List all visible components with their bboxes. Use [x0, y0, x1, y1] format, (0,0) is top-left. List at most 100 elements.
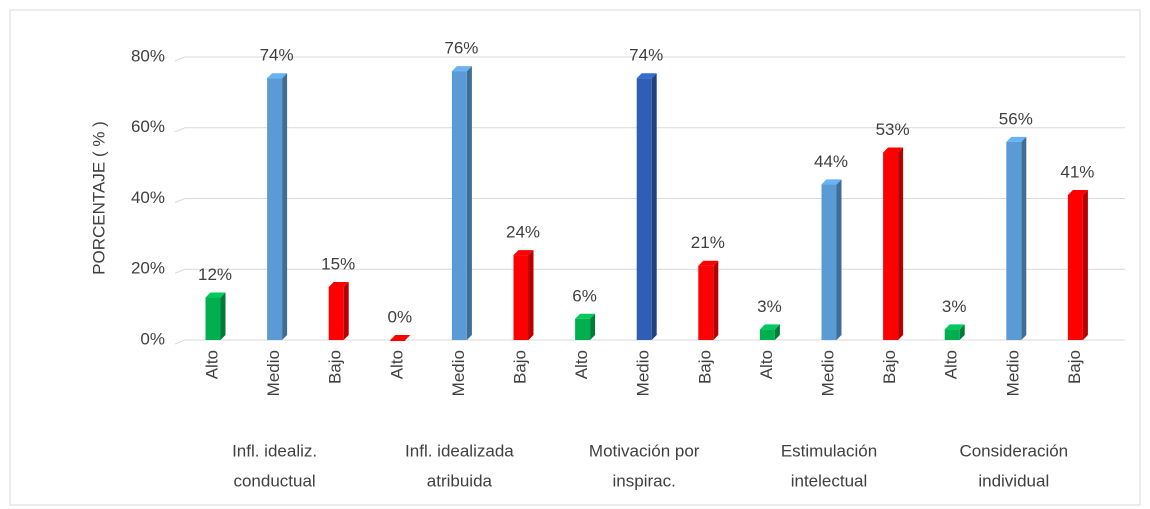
value-label: 15% — [321, 254, 355, 273]
x-tick-label: Alto — [942, 350, 961, 379]
bar-top — [267, 73, 288, 79]
bar-front — [328, 286, 344, 340]
x-tick-label: Medio — [1003, 350, 1022, 396]
bar-top — [575, 313, 596, 319]
group-label: Infl. idealizada — [405, 441, 514, 460]
bar — [759, 324, 780, 340]
bar — [513, 250, 534, 340]
x-tick-label: Bajo — [1065, 350, 1084, 384]
bar-top — [636, 73, 657, 79]
x-tick-label: Alto — [757, 350, 776, 379]
bar-front — [513, 255, 529, 340]
y-axis-title: PORCENTAJE ( % ) — [89, 121, 108, 275]
x-tick-label: Bajo — [326, 350, 345, 384]
bar-side — [466, 66, 472, 341]
bar — [267, 73, 288, 340]
bar-top — [883, 147, 904, 153]
grid-line — [174, 268, 1125, 274]
bar-top — [821, 179, 842, 185]
bar-top — [390, 335, 411, 340]
y-tick-label: 20% — [131, 259, 165, 278]
value-label: 24% — [506, 223, 540, 242]
bar-side — [959, 324, 965, 340]
bar — [883, 147, 904, 340]
bar-side — [220, 292, 226, 340]
x-tick-label: Bajo — [880, 350, 899, 384]
bar-side — [1082, 189, 1088, 340]
bar-side — [898, 147, 904, 340]
y-tick-label: 60% — [131, 117, 165, 136]
bar — [1006, 136, 1027, 340]
bar — [636, 73, 657, 340]
bar-front — [205, 297, 221, 340]
bar-side — [590, 313, 596, 340]
x-tick-label: Bajo — [510, 350, 529, 384]
bar-top — [451, 66, 472, 72]
bar-side — [774, 324, 780, 340]
group-label: intelectual — [791, 471, 868, 490]
bar-front — [759, 329, 775, 340]
bar-front — [575, 318, 591, 340]
bar-front — [636, 78, 652, 340]
bar-front — [1006, 141, 1022, 340]
y-tick-label: 40% — [131, 188, 165, 207]
group-label: Estimulación — [781, 441, 877, 460]
x-tick-label: Alto — [572, 350, 591, 379]
value-label: 76% — [444, 39, 478, 58]
y-tick-label: 0% — [140, 329, 165, 348]
group-label: Infl. idealiz. — [232, 441, 317, 460]
bar-side — [836, 179, 842, 340]
value-label: 12% — [198, 265, 232, 284]
group-label: individual — [978, 471, 1049, 490]
group-label: atribuida — [427, 471, 493, 490]
value-label: 6% — [572, 286, 597, 305]
x-tick-label: Medio — [449, 350, 468, 396]
bar — [698, 260, 719, 340]
bar — [821, 179, 842, 340]
value-label: 3% — [757, 297, 782, 316]
bar-front — [698, 265, 714, 340]
bar-side — [343, 281, 349, 340]
bar — [451, 66, 472, 341]
x-tick-label: Medio — [818, 350, 837, 396]
bar-front — [944, 329, 960, 340]
value-label: 53% — [876, 120, 910, 139]
group-label: Consideración — [959, 441, 1068, 460]
x-tick-label: Medio — [634, 350, 653, 396]
value-label: 56% — [999, 109, 1033, 128]
bar-front — [451, 71, 467, 341]
bar-front — [1067, 194, 1083, 340]
group-label: inspirac. — [613, 471, 676, 490]
bar-side — [528, 250, 534, 340]
value-label: 0% — [388, 307, 413, 326]
bar-front — [821, 184, 837, 340]
bar — [205, 292, 226, 340]
bar-top — [1006, 136, 1027, 142]
x-tick-label: Bajo — [695, 350, 714, 384]
bar-top — [513, 250, 534, 256]
value-label: 3% — [942, 297, 967, 316]
bar-top — [1067, 189, 1088, 195]
value-label: 41% — [1060, 162, 1094, 181]
bar-side — [651, 73, 657, 340]
x-tick-label: Alto — [202, 350, 221, 379]
value-label: 74% — [629, 46, 663, 65]
value-label: 21% — [691, 233, 725, 252]
chart-frame — [9, 9, 1141, 506]
bar-side — [1021, 136, 1027, 340]
x-tick-label: Alto — [387, 350, 406, 379]
value-label: 44% — [814, 152, 848, 171]
bar-front — [883, 152, 899, 340]
bar-side — [282, 73, 288, 340]
grid-line — [174, 56, 1125, 62]
x-tick-label: Medio — [264, 350, 283, 396]
bar-top — [698, 260, 719, 266]
grid-line — [174, 198, 1125, 203]
bar-side — [713, 260, 719, 340]
y-tick-label: 80% — [131, 46, 165, 65]
grid-line — [174, 339, 1125, 345]
bar-front — [267, 78, 283, 340]
bar — [328, 281, 349, 340]
grid-line — [174, 127, 1125, 133]
